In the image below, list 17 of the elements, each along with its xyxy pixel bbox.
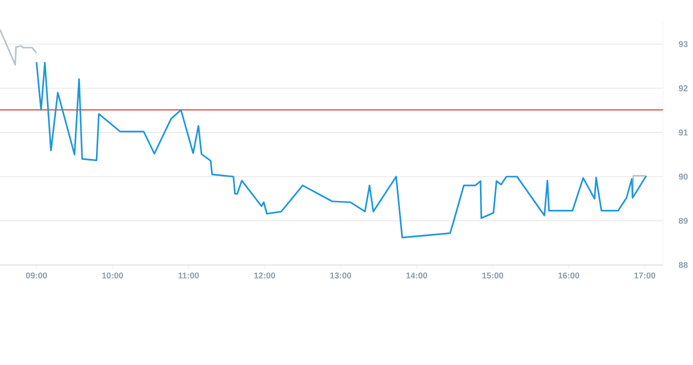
x-tick-label: 17:00 (634, 272, 656, 279)
line-series (36, 61, 648, 238)
x-tick-label: 10:00 (102, 272, 124, 279)
y-tick-label: 93 (678, 41, 688, 48)
x-tick-label: 16:00 (558, 272, 580, 279)
x-tick-label: 14:00 (406, 272, 428, 279)
x-tick-label: 15:00 (482, 272, 504, 279)
x-tick-label: 13:00 (330, 272, 352, 279)
y-tick-label: 92 (678, 85, 688, 92)
y-tick-label: 88 (678, 262, 688, 268)
y-tick-label: 90 (678, 174, 688, 180)
y-tick-label: 91 (678, 129, 688, 136)
x-tick-label: 09:00 (26, 272, 47, 279)
y-tick-label: 89 (678, 218, 688, 224)
line-series (0, 28, 38, 66)
x-tick-label: 12:00 (254, 272, 276, 279)
x-tick-label: 11:00 (178, 272, 199, 279)
